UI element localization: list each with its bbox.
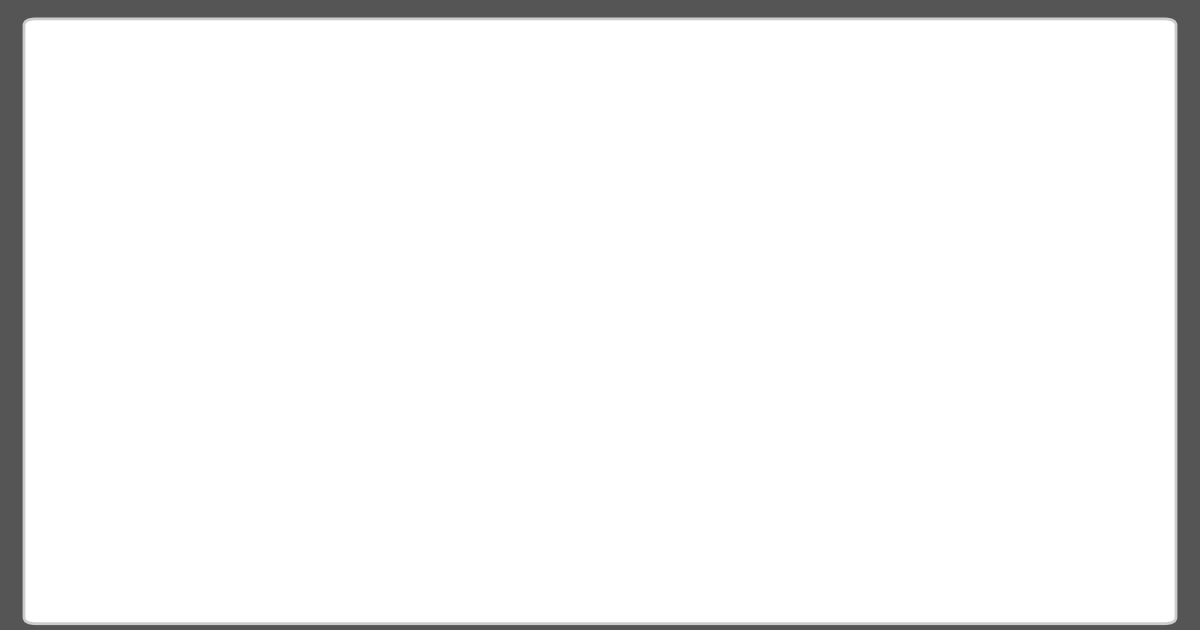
FancyBboxPatch shape bbox=[466, 336, 480, 344]
FancyBboxPatch shape bbox=[636, 253, 650, 261]
FancyBboxPatch shape bbox=[760, 214, 788, 222]
Text: LED=Pin(16, Pin.OUT): LED=Pin(16, Pin.OUT) bbox=[66, 194, 401, 222]
Circle shape bbox=[570, 513, 606, 532]
FancyBboxPatch shape bbox=[466, 274, 480, 282]
Circle shape bbox=[421, 335, 431, 340]
FancyBboxPatch shape bbox=[539, 63, 577, 82]
Circle shape bbox=[505, 391, 515, 396]
Text: button = Pin(14, mode = Pin.IN, pull=Pin.PULL_DOWN): button = Pin(14, mode = Pin.IN, pull=Pin… bbox=[66, 231, 920, 260]
FancyBboxPatch shape bbox=[636, 461, 650, 469]
Circle shape bbox=[421, 391, 431, 396]
FancyBboxPatch shape bbox=[466, 399, 480, 406]
FancyBboxPatch shape bbox=[636, 191, 650, 198]
FancyBboxPatch shape bbox=[466, 149, 480, 157]
FancyBboxPatch shape bbox=[466, 482, 480, 490]
FancyBboxPatch shape bbox=[636, 170, 650, 178]
FancyBboxPatch shape bbox=[466, 129, 480, 136]
FancyBboxPatch shape bbox=[466, 461, 480, 469]
Circle shape bbox=[480, 106, 509, 121]
FancyBboxPatch shape bbox=[760, 173, 788, 243]
FancyBboxPatch shape bbox=[466, 420, 480, 427]
FancyBboxPatch shape bbox=[466, 170, 480, 178]
FancyBboxPatch shape bbox=[636, 378, 650, 386]
FancyBboxPatch shape bbox=[466, 232, 480, 240]
FancyBboxPatch shape bbox=[534, 377, 558, 385]
Circle shape bbox=[505, 335, 515, 340]
FancyBboxPatch shape bbox=[466, 316, 480, 323]
FancyBboxPatch shape bbox=[402, 346, 426, 353]
FancyBboxPatch shape bbox=[532, 60, 584, 91]
FancyBboxPatch shape bbox=[72, 19, 282, 82]
FancyBboxPatch shape bbox=[636, 212, 650, 219]
FancyBboxPatch shape bbox=[466, 212, 480, 219]
FancyBboxPatch shape bbox=[466, 440, 480, 448]
FancyBboxPatch shape bbox=[466, 503, 480, 510]
FancyBboxPatch shape bbox=[636, 232, 650, 240]
FancyBboxPatch shape bbox=[636, 357, 650, 365]
FancyBboxPatch shape bbox=[466, 191, 480, 198]
FancyBboxPatch shape bbox=[534, 346, 558, 353]
FancyBboxPatch shape bbox=[636, 295, 650, 302]
FancyBboxPatch shape bbox=[524, 365, 592, 422]
Circle shape bbox=[422, 341, 514, 389]
Text: while True:: while True: bbox=[66, 446, 251, 474]
Text: Wi-Fi: Wi-Fi bbox=[540, 387, 576, 400]
Text: WOKWi: WOKWi bbox=[978, 556, 1134, 590]
Text: 🍓: 🍓 bbox=[553, 306, 563, 324]
Circle shape bbox=[508, 106, 536, 121]
FancyBboxPatch shape bbox=[402, 324, 534, 406]
FancyBboxPatch shape bbox=[636, 482, 650, 490]
FancyBboxPatch shape bbox=[760, 205, 788, 212]
FancyBboxPatch shape bbox=[760, 195, 788, 203]
Circle shape bbox=[540, 513, 576, 532]
FancyBboxPatch shape bbox=[466, 295, 480, 302]
Text: if button.value() == 1:: if button.value() == 1: bbox=[66, 484, 518, 512]
FancyBboxPatch shape bbox=[412, 329, 524, 401]
FancyBboxPatch shape bbox=[402, 377, 426, 385]
Text: from utime import sleep: from utime import sleep bbox=[66, 128, 451, 156]
FancyBboxPatch shape bbox=[474, 85, 642, 545]
Circle shape bbox=[804, 346, 876, 384]
FancyBboxPatch shape bbox=[636, 149, 650, 157]
FancyBboxPatch shape bbox=[636, 274, 650, 282]
FancyBboxPatch shape bbox=[636, 129, 650, 136]
FancyBboxPatch shape bbox=[466, 253, 480, 261]
FancyBboxPatch shape bbox=[636, 503, 650, 510]
Text: Raspberry Pi Pico W ©2022: Raspberry Pi Pico W ©2022 bbox=[624, 290, 629, 365]
FancyBboxPatch shape bbox=[466, 378, 480, 386]
Text: DEBUG: DEBUG bbox=[552, 450, 576, 457]
FancyBboxPatch shape bbox=[636, 420, 650, 427]
FancyBboxPatch shape bbox=[636, 440, 650, 448]
FancyBboxPatch shape bbox=[636, 399, 650, 406]
FancyBboxPatch shape bbox=[466, 357, 480, 365]
FancyBboxPatch shape bbox=[522, 290, 594, 340]
Circle shape bbox=[510, 513, 546, 532]
FancyBboxPatch shape bbox=[636, 524, 650, 531]
Text: main.py: main.py bbox=[96, 29, 259, 69]
Text: from machine import Pin: from machine import Pin bbox=[66, 90, 451, 118]
FancyBboxPatch shape bbox=[636, 316, 650, 323]
FancyBboxPatch shape bbox=[466, 524, 480, 531]
FancyBboxPatch shape bbox=[636, 336, 650, 344]
